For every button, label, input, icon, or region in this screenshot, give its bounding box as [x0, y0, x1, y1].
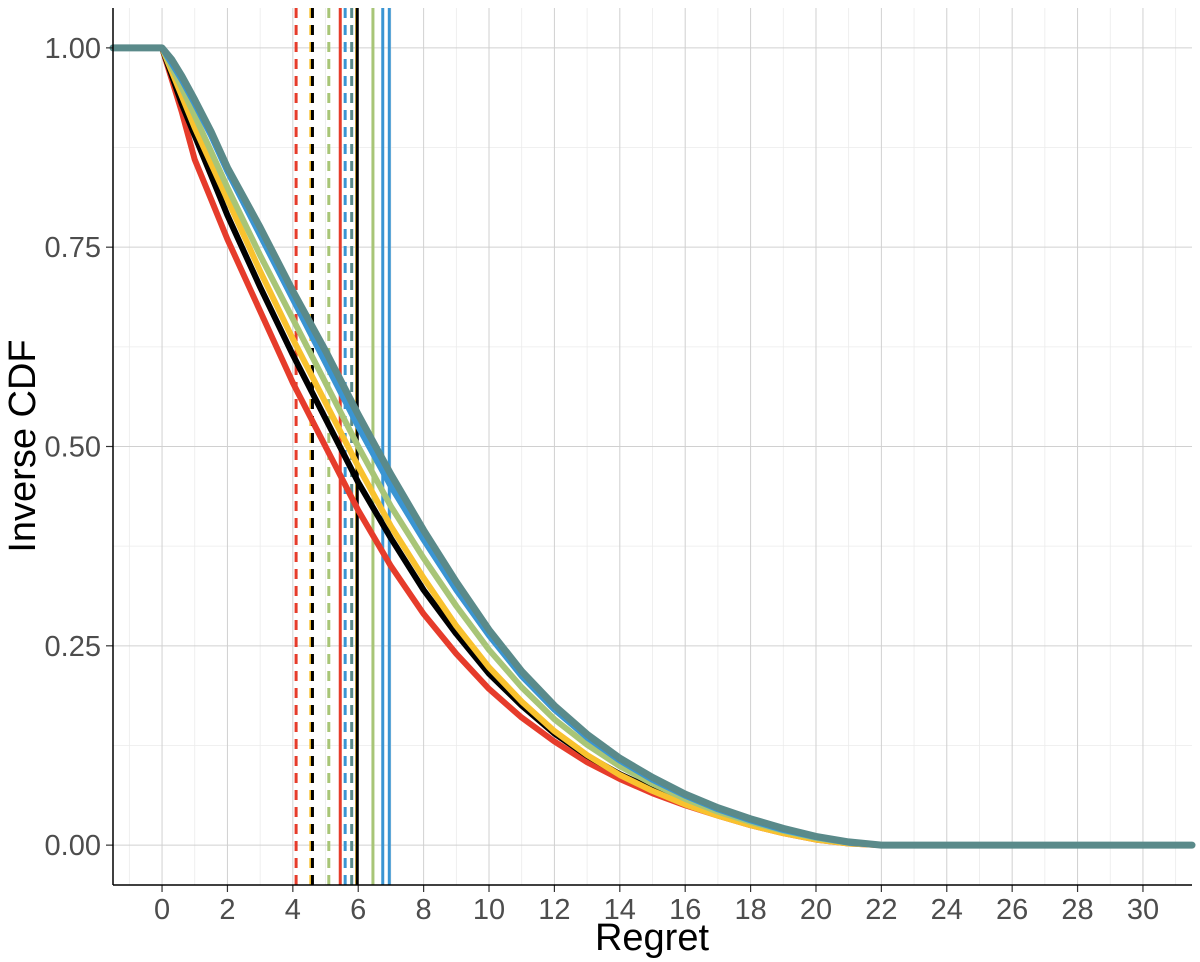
x-tick-label: 30 — [1127, 894, 1159, 926]
x-tick-label: 26 — [996, 894, 1028, 926]
x-tick-label: 0 — [154, 894, 170, 926]
y-tick-labels: 0.00 0.25 0.50 0.75 1.00 — [45, 33, 101, 862]
x-tick-label: 4 — [285, 894, 301, 926]
y-tick-label: 0.25 — [45, 631, 101, 663]
x-tick-label: 22 — [865, 894, 897, 926]
y-axis-title: Inverse CDF — [2, 339, 44, 552]
axes — [106, 8, 1192, 892]
x-tick-label: 12 — [538, 894, 570, 926]
x-tick-label: 2 — [219, 894, 235, 926]
x-tick-label: 10 — [473, 894, 505, 926]
series-line — [109, 44, 1196, 849]
y-tick-label: 0.00 — [45, 830, 101, 862]
grid — [113, 8, 1192, 885]
y-tick-label: 0.50 — [45, 432, 101, 464]
x-tick-label: 14 — [604, 894, 636, 926]
x-axis-title: Regret — [595, 917, 709, 959]
y-tick-label: 0.75 — [45, 232, 101, 264]
x-tick-label: 16 — [669, 894, 701, 926]
x-tick-label: 28 — [1061, 894, 1093, 926]
x-tick-label: 6 — [350, 894, 366, 926]
x-tick-labels: 0 2 4 6 8 10 12 14 16 18 20 22 24 26 28 30 — [154, 894, 1159, 926]
x-tick-label: 18 — [734, 894, 766, 926]
x-tick-label: 8 — [416, 894, 432, 926]
x-tick-label: 20 — [800, 894, 832, 926]
y-tick-label: 1.00 — [45, 33, 101, 65]
series-lines — [109, 44, 1196, 849]
x-tick-label: 24 — [931, 894, 963, 926]
